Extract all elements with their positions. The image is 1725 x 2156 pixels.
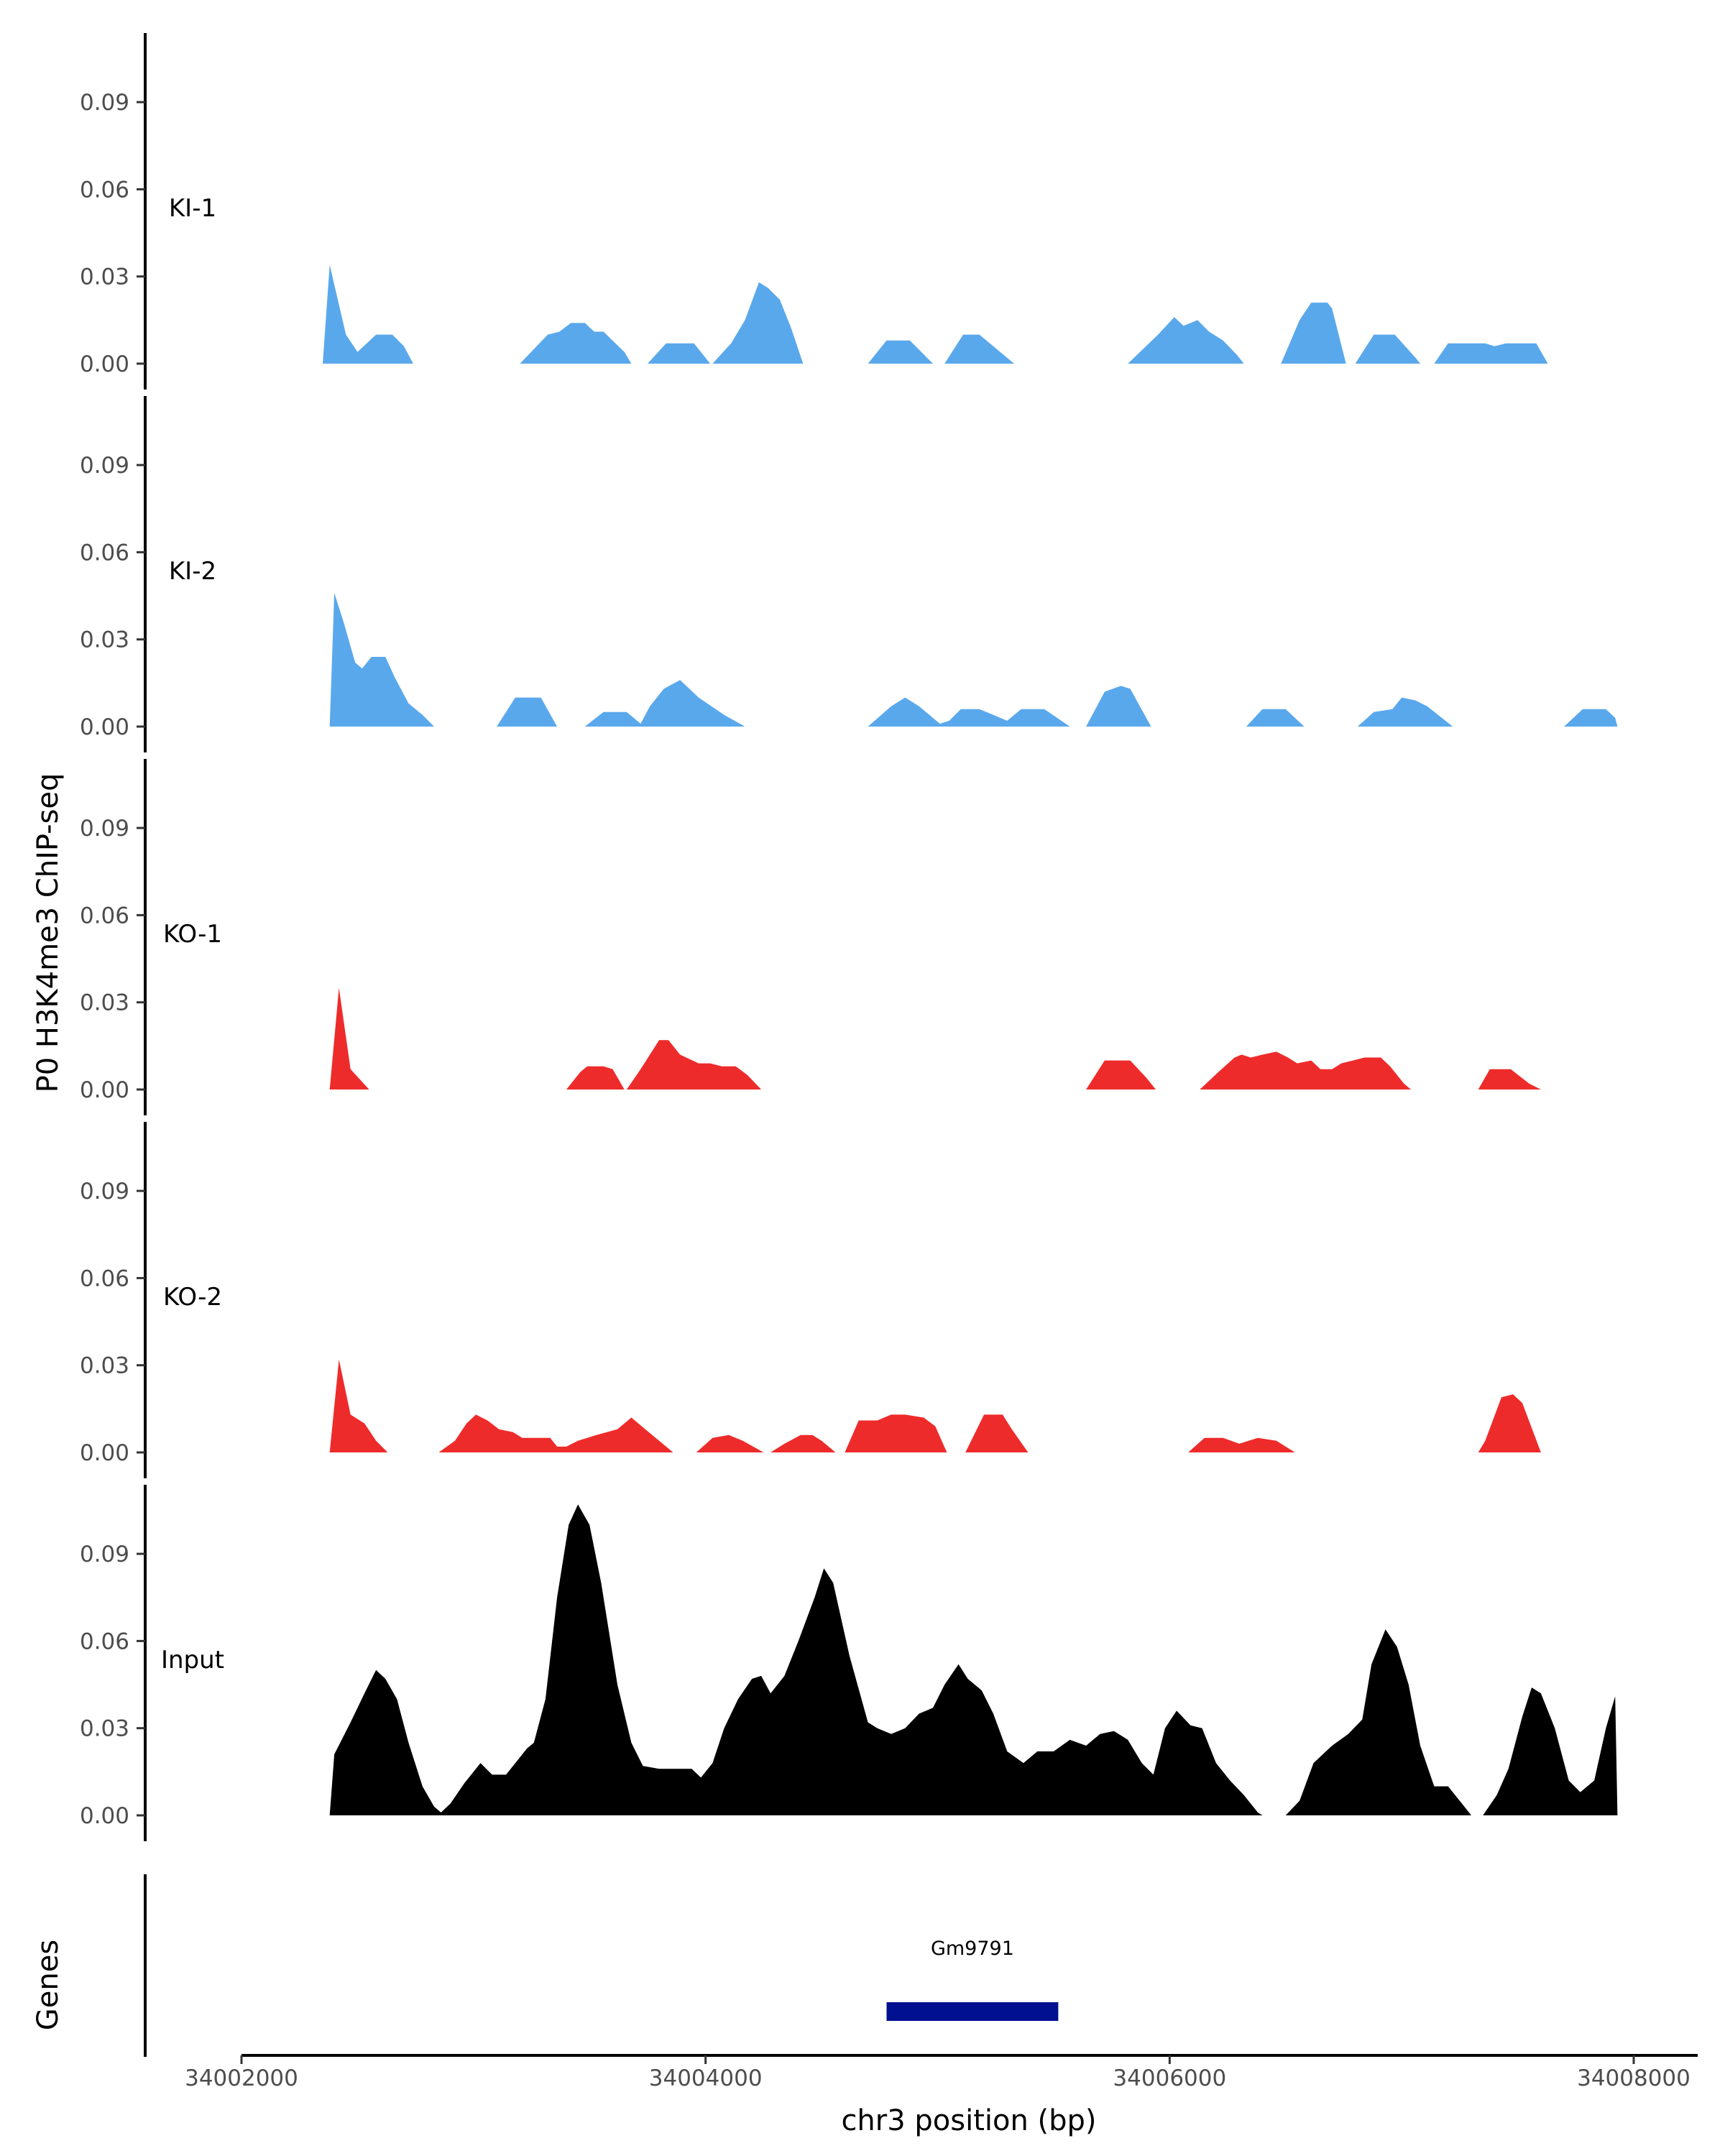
x-tick-label: 34002000: [185, 2065, 298, 2091]
y-tick-label: 0.03: [80, 1716, 129, 1742]
track-panel: 0.00 0.03 0.06 0.09 KI-2: [80, 396, 1618, 752]
y-tick-label: 0.06: [80, 1628, 129, 1654]
signal-area: [1564, 709, 1618, 727]
y-tick-label: 0.09: [80, 1179, 129, 1204]
signal-area: [1200, 1051, 1412, 1089]
y-tick-label: 0.06: [80, 903, 129, 929]
y-tick-label: 0.03: [80, 990, 129, 1016]
signal-area: [1285, 1629, 1471, 1815]
signal-area: [1483, 1687, 1618, 1815]
track-panel: 0.00 0.03 0.06 0.09 KI-1: [80, 33, 1548, 390]
signal-area: [497, 697, 558, 727]
y-tick-label: 0.06: [80, 177, 129, 203]
y-tick-label: 0.00: [80, 1803, 129, 1829]
signal-area: [944, 334, 1014, 364]
signal-area: [1478, 1069, 1541, 1089]
track-label: KO-1: [163, 920, 222, 949]
y-tick-label: 0.03: [80, 264, 129, 290]
signal-area: [1355, 334, 1420, 364]
signal-area: [1478, 1394, 1541, 1452]
y-tick-label: 0.03: [80, 1353, 129, 1379]
y-tick-label: 0.09: [80, 1542, 129, 1567]
y-tick-label: 0.03: [80, 627, 129, 653]
signal-area: [1086, 1060, 1156, 1089]
signal-area: [712, 282, 804, 364]
signal-area: [770, 1434, 836, 1452]
y-tick-label: 0.09: [80, 453, 129, 479]
track-panel: 0.00 0.03 0.06 0.09 Input: [80, 1485, 1618, 1841]
y-tick-label: 0.00: [80, 1440, 129, 1466]
signal-area: [1128, 317, 1244, 364]
track-label: KI-1: [169, 194, 216, 223]
track-panel: 0.00 0.03 0.06 0.09 KO-2: [80, 1122, 1541, 1478]
y-tick-label: 0.00: [80, 714, 129, 740]
signal-area: [329, 1504, 1263, 1815]
x-tick-label: 34008000: [1577, 2065, 1690, 2091]
x-tick-label: 34006000: [1113, 2065, 1226, 2091]
y-axis-label: P0 H3K4me3 ChIP-seq: [32, 773, 65, 1093]
y-tick-label: 0.06: [80, 1266, 129, 1291]
signal-area: [965, 1414, 1029, 1452]
signal-area: [329, 1359, 388, 1452]
y-tick-label: 0.09: [80, 816, 129, 842]
signal-area: [1357, 697, 1453, 727]
signal-area: [626, 1040, 762, 1089]
track-label: Input: [161, 1646, 224, 1674]
x-axis-label: chr3 position (bp): [841, 2104, 1096, 2137]
gene-label: Gm9791: [931, 1938, 1014, 1960]
signal-area: [845, 1414, 947, 1452]
signal-area: [1086, 686, 1151, 727]
y-tick-label: 0.09: [80, 90, 129, 116]
gene-bar: [886, 2002, 1059, 2021]
signal-area: [1246, 709, 1305, 727]
signal-area: [868, 697, 1070, 727]
signal-area: [1281, 303, 1346, 364]
signal-area: [1188, 1437, 1295, 1452]
x-tick-label: 34004000: [649, 2065, 763, 2091]
x-axis: 34002000 34004000 34006000 34008000: [185, 2054, 1698, 2091]
signal-area: [438, 1414, 673, 1452]
signal-area: [329, 987, 369, 1089]
track-panel: 0.00 0.03 0.06 0.09 KO-1: [80, 759, 1541, 1115]
signal-area: [329, 593, 434, 727]
signal-area: [323, 264, 413, 364]
signal-area: [868, 340, 933, 364]
signal-area: [520, 323, 632, 364]
track-label: KI-2: [169, 557, 216, 586]
signal-area: [648, 343, 711, 364]
gene-panel: Gm9791: [144, 1874, 1059, 2057]
y-tick-label: 0.00: [80, 1077, 129, 1103]
signal-area: [1434, 343, 1548, 364]
signal-area: [566, 1066, 625, 1089]
track-panels: 0.00 0.03 0.06 0.09 KI-1 0.00 0.03 0.06 0.09 KI-2…: [80, 33, 1618, 1841]
genes-panel-label: Genes: [32, 1940, 65, 2030]
y-tick-label: 0.00: [80, 351, 129, 377]
track-label: KO-2: [163, 1283, 222, 1312]
signal-area: [696, 1434, 764, 1452]
y-tick-label: 0.06: [80, 540, 129, 566]
signal-area: [584, 680, 745, 727]
